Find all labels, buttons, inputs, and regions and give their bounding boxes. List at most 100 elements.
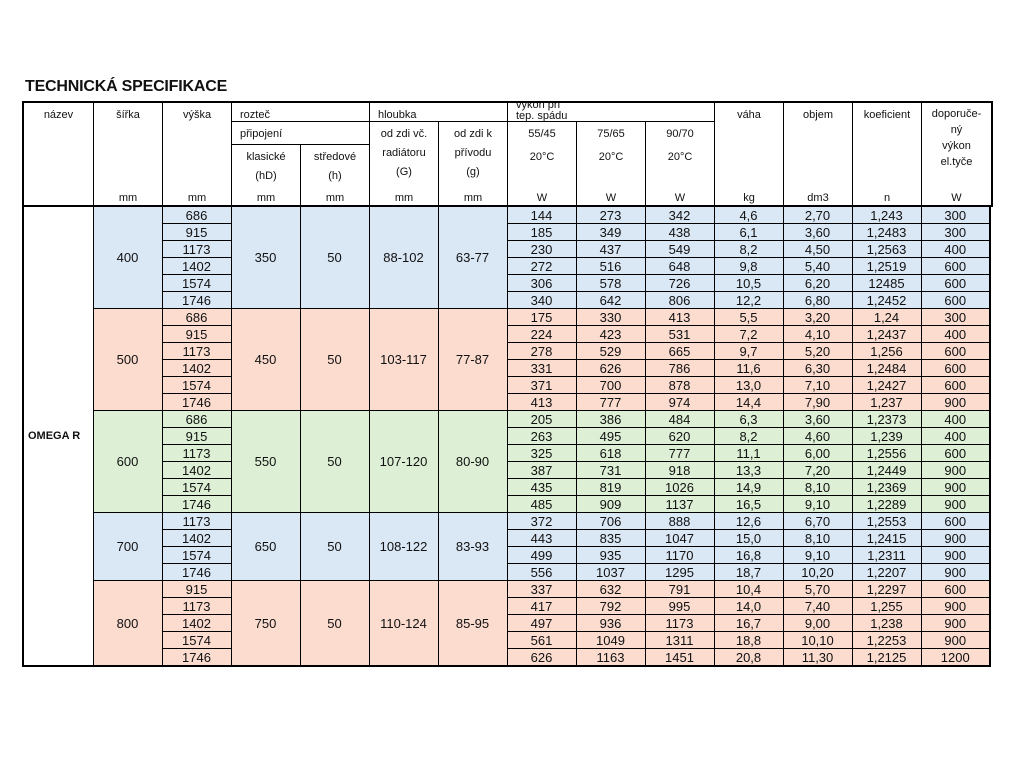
unit-label: mm — [187, 192, 207, 204]
sirka-cell: 700 — [92, 512, 163, 581]
header-nazev: název — [24, 103, 94, 207]
vykon-90-70-cell: 806 — [644, 291, 715, 309]
header-label: 20°C — [529, 151, 555, 163]
objem-cell: 5,40 — [782, 257, 853, 275]
table-row: 1746 340 642 806 12,2 6,80 1,2452 600 — [23, 291, 991, 309]
doporuceny-vykon-cell: 900 — [920, 478, 991, 496]
vyska-cell: 915 — [161, 325, 232, 343]
objem-cell: 10,20 — [782, 563, 853, 581]
vykon-75-65-cell: 495 — [575, 427, 646, 445]
table-row: 1402 387 731 918 13,3 7,20 1,2449 900 — [23, 461, 991, 479]
vaha-cell: 7,2 — [713, 325, 784, 343]
vykon-55-45-cell: 230 — [506, 240, 577, 258]
vykon-75-65-cell: 700 — [575, 376, 646, 394]
unit-label: mm — [394, 192, 414, 204]
header-label: ný — [950, 124, 963, 136]
objem-cell: 3,60 — [782, 223, 853, 241]
vaha-cell: 15,0 — [713, 529, 784, 547]
model-name: OMEGA R — [22, 205, 94, 667]
vaha-cell: 11,1 — [713, 444, 784, 462]
unit-label: W — [536, 192, 548, 204]
header-roztec: rozteč — [232, 103, 370, 122]
vykon-75-65-cell: 1163 — [575, 648, 646, 667]
objem-cell: 6,00 — [782, 444, 853, 462]
vykon-75-65-cell: 819 — [575, 478, 646, 496]
koeficient-cell: 1,256 — [851, 342, 922, 360]
vykon-75-65-cell: 731 — [575, 461, 646, 479]
sirka-cell: 400 — [92, 205, 163, 309]
objem-cell: 7,40 — [782, 597, 853, 615]
vaha-cell: 16,8 — [713, 546, 784, 564]
header-label: šířka — [116, 109, 140, 121]
objem-cell: 3,20 — [782, 308, 853, 326]
vykon-55-45-cell: 306 — [506, 274, 577, 292]
vykon-55-45-cell: 224 — [506, 325, 577, 343]
header-od-zdi-radiator: od zdi vč. radiátoru (G) mm — [370, 122, 439, 207]
header-label: (hD) — [255, 170, 277, 182]
koeficient-cell: 1,2125 — [851, 648, 922, 667]
vaha-cell: 8,2 — [713, 427, 784, 445]
vykon-90-70-cell: 648 — [644, 257, 715, 275]
header-label: klasické — [246, 151, 286, 163]
vyska-cell: 1746 — [161, 291, 232, 309]
doporuceny-vykon-cell: 300 — [920, 205, 991, 224]
header-label: od zdi vč. — [380, 128, 428, 140]
vykon-75-65-cell: 1049 — [575, 631, 646, 649]
vykon-55-45-cell: 337 — [506, 580, 577, 598]
objem-cell: 10,10 — [782, 631, 853, 649]
objem-cell: 6,80 — [782, 291, 853, 309]
table-row: 1746 413 777 974 14,4 7,90 1,237 900 — [23, 393, 991, 411]
vyska-cell: 686 — [161, 308, 232, 326]
koeficient-cell: 1,2289 — [851, 495, 922, 513]
header-label: (G) — [396, 166, 412, 178]
table-row: 800 915 750 50 110-124 85-95 337 632 791 10,4 5,70… — [23, 580, 991, 667]
koeficient-cell: 1,2452 — [851, 291, 922, 309]
koeficient-cell: 1,2369 — [851, 478, 922, 496]
vykon-55-45-cell: 272 — [506, 257, 577, 275]
vykon-75-65-cell: 349 — [575, 223, 646, 241]
unit-label: W — [674, 192, 686, 204]
koeficient-cell: 1,24 — [851, 308, 922, 326]
vykon-55-45-cell: 561 — [506, 631, 577, 649]
header-label: název — [43, 109, 74, 121]
vykon-90-70-cell: 531 — [644, 325, 715, 343]
koeficient-cell: 1,2207 — [851, 563, 922, 581]
vykon-55-45-cell: 205 — [506, 410, 577, 428]
doporuceny-vykon-cell: 600 — [920, 291, 991, 309]
unit-label: mm — [118, 192, 138, 204]
header-label: výkon při — [516, 103, 561, 111]
vaha-cell: 12,2 — [713, 291, 784, 309]
header-doporuceny-vykon: doporuče-ný výkon el.tyče W — [922, 103, 991, 207]
vykon-90-70-cell: 1173 — [644, 614, 715, 632]
koeficient-cell: 1,2484 — [851, 359, 922, 377]
header-label: 20°C — [667, 151, 693, 163]
header-label: přívodu — [454, 147, 492, 159]
vykon-90-70-cell: 413 — [644, 308, 715, 326]
vykon-55-45-cell: 185 — [506, 223, 577, 241]
doporuceny-vykon-cell: 600 — [920, 274, 991, 292]
table-row: 915 224 423 531 7,2 4,10 1,2437 400 — [23, 325, 991, 343]
objem-cell: 6,30 — [782, 359, 853, 377]
vyska-cell: 1574 — [161, 376, 232, 394]
table-row: 1173 325 618 777 11,1 6,00 1,2556 600 — [23, 444, 991, 462]
vykon-90-70-cell: 918 — [644, 461, 715, 479]
header-label: výška — [182, 109, 212, 121]
hloubka-g-cell: 88-102 — [368, 205, 439, 309]
vyska-cell: 1746 — [161, 563, 232, 581]
doporuceny-vykon-cell: 900 — [920, 631, 991, 649]
doporuceny-vykon-cell: 900 — [920, 461, 991, 479]
koeficient-cell: 1,2415 — [851, 529, 922, 547]
doporuceny-vykon-cell: 900 — [920, 495, 991, 513]
vykon-90-70-cell: 1451 — [644, 648, 715, 667]
doporuceny-vykon-cell: 900 — [920, 393, 991, 411]
header-label: váha — [737, 109, 761, 121]
koeficient-cell: 1,2437 — [851, 325, 922, 343]
doporuceny-vykon-cell: 900 — [920, 614, 991, 632]
header-label: radiátoru — [382, 147, 426, 159]
koeficient-cell: 1,238 — [851, 614, 922, 632]
vykon-90-70-cell: 1295 — [644, 563, 715, 581]
header-label: objem — [803, 109, 833, 121]
table-row: 1402 497 936 1173 16,7 9,00 1,238 900 — [23, 614, 991, 632]
header-objem: objem dm3 — [784, 103, 853, 207]
vykon-55-45-cell: 371 — [506, 376, 577, 394]
